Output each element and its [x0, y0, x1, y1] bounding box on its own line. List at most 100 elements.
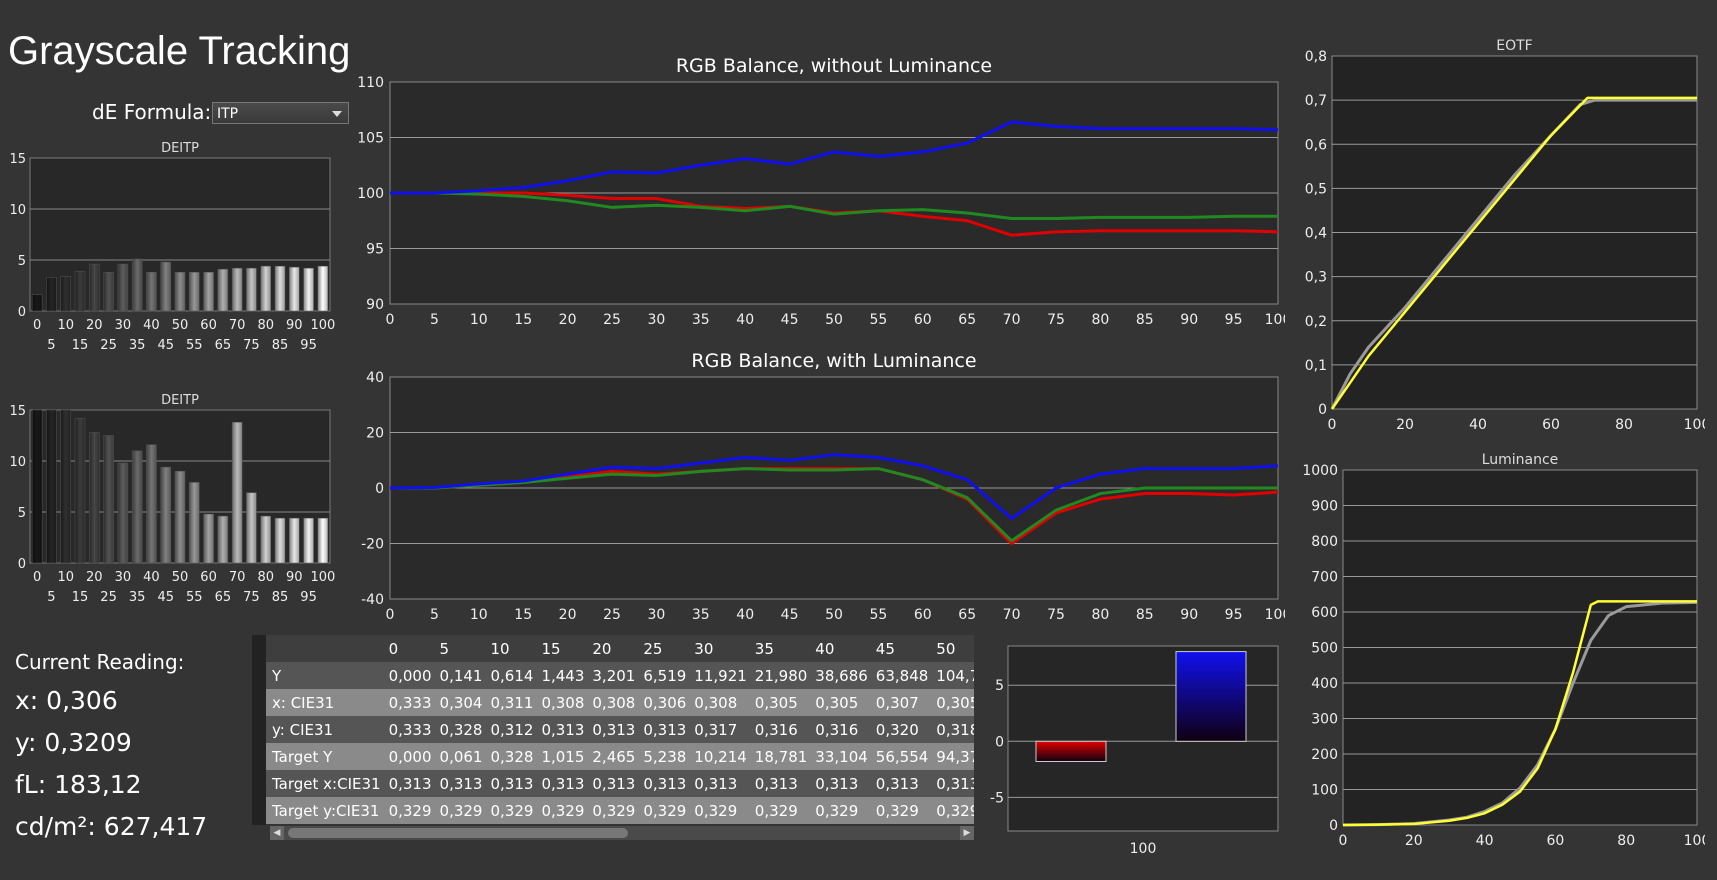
x-tick-label: 30: [647, 607, 665, 623]
table-cell: 0,320: [871, 716, 933, 743]
de-bar-45: [160, 466, 171, 564]
series-line-0: [1330, 98, 1697, 410]
chart-title: EOTF: [1496, 38, 1532, 54]
table-cell: 0,329: [384, 797, 436, 824]
luminance-chart: Luminance0100200300400500600700800900100…: [1302, 452, 1705, 849]
x-tick-label: 100: [310, 318, 335, 333]
y-tick-label: 700: [1311, 570, 1338, 586]
table-cell: 33,104: [811, 743, 872, 770]
scroll-right-icon[interactable]: ▶: [960, 826, 974, 840]
y-tick-label: 95: [366, 242, 384, 258]
x-tick-label: 30: [115, 318, 132, 333]
table-cell: 0,329: [811, 797, 872, 824]
scrollbar-thumb[interactable]: [288, 828, 628, 838]
table-cell: 0,305: [932, 689, 974, 716]
table-cell: Y: [252, 662, 385, 689]
x-tick-label: 55: [186, 338, 203, 353]
x-tick-label: 40: [143, 318, 160, 333]
x-tick-label: 65: [215, 590, 232, 605]
x-tick-label: 35: [129, 338, 146, 353]
de-bar-95: [303, 517, 314, 564]
table-cell: 0,000: [384, 662, 436, 689]
de-bar-65: [217, 515, 229, 564]
x-tick-label: 65: [958, 607, 976, 623]
x-tick-label: 75: [243, 590, 260, 605]
rgb-balance-with-luminance-chart: RGB Balance, with Luminance -40 -20 0 20 40 0 5…: [361, 350, 1285, 623]
x-tick-label: 0: [33, 318, 41, 333]
y-tick-label: 600: [1311, 605, 1338, 621]
de-bar-15: [74, 270, 86, 312]
table-cell: 0,333: [384, 716, 436, 743]
x-tick-label: 15: [72, 338, 89, 353]
de-bar-20: [89, 263, 100, 312]
x-tick-label: 65: [215, 338, 232, 353]
reading-fl: fL: 183,12: [15, 770, 142, 799]
table-horizontal-scrollbar[interactable]: ◀ ▶: [270, 826, 974, 840]
rgb-bar-0: [1035, 740, 1107, 762]
de-bar-70: [231, 267, 243, 312]
y-tick-label: 5: [18, 254, 26, 269]
x-tick-label: 90: [286, 570, 303, 585]
table-cell: 0,313: [690, 770, 751, 797]
de-bar-55: [189, 271, 200, 312]
chevron-down-icon[interactable]: [332, 111, 342, 117]
de-bar-40: [146, 271, 157, 312]
x-tick-label: 50: [825, 607, 843, 623]
series-line-2: [390, 120, 1279, 195]
de-bar-80: [260, 265, 271, 312]
x-tick-label: 30: [115, 570, 132, 585]
table-cell: 15: [537, 635, 589, 662]
table-cell: 0,313: [537, 770, 589, 797]
table-cell: 0,313: [435, 770, 487, 797]
y-tick-label: 0: [375, 481, 384, 497]
y-tick-label: 0,3: [1305, 270, 1327, 286]
de-bar-30: [117, 263, 129, 312]
y-tick-label: 0,5: [1305, 181, 1327, 197]
de-bar-60: [203, 513, 214, 564]
y-tick-label: 0: [1329, 818, 1338, 834]
table-cell: 0: [384, 635, 436, 662]
table-cell: 0,313: [588, 770, 640, 797]
y-tick-label: 0: [18, 557, 26, 572]
x-tick-label: 15: [72, 590, 89, 605]
readings-table[interactable]: 0 5 10 15 20 25 30 35 40 45 50 Y 0,000 0,141 0,614 1,44…: [252, 635, 974, 825]
x-tick-label: 90: [1180, 607, 1198, 623]
de-formula-select[interactable]: ITP: [212, 102, 349, 124]
x-tick-label: 60: [200, 570, 217, 585]
table-cell: 20: [588, 635, 640, 662]
x-tick-label: 0: [386, 312, 395, 328]
de-bar-5: [46, 409, 57, 564]
x-tick-label: 80: [1617, 833, 1635, 849]
table-cell: 0,313: [871, 770, 933, 797]
x-tick-label: 100: [1265, 607, 1285, 623]
y-tick-label: 500: [1311, 641, 1338, 657]
table-cell: 0,316: [811, 716, 872, 743]
x-tick-label: 60: [200, 318, 217, 333]
table-cell: 0,307: [871, 689, 933, 716]
scroll-left-icon[interactable]: ◀: [270, 826, 284, 840]
table-cell: 0,313: [639, 716, 691, 743]
x-tick-label: 40: [736, 312, 754, 328]
de-bar-35: [131, 258, 143, 312]
table-cell: 0,313: [639, 770, 691, 797]
x-tick-label: 5: [47, 590, 55, 605]
x-tick-label: 10: [57, 318, 74, 333]
x-tick-label: 35: [692, 607, 710, 623]
x-tick-label: 50: [172, 318, 189, 333]
table-row: Target x:CIE31 0,313 0,313 0,313 0,313 0,313 0…: [252, 770, 974, 797]
x-tick-label: 70: [1003, 607, 1021, 623]
table-cell: x: CIE31: [252, 689, 385, 716]
de-bar-20: [89, 432, 100, 564]
table-row: Y 0,000 0,141 0,614 1,443 3,201 6,519 11,921 21,…: [252, 662, 974, 689]
table-cell: 0,312: [486, 716, 538, 743]
x-tick-label: 40: [143, 570, 160, 585]
x-tick-label: 85: [272, 590, 289, 605]
table-cell: 0,313: [932, 770, 974, 797]
de-bar-65: [217, 268, 229, 312]
y-tick-label: 100: [357, 186, 384, 202]
x-tick-label: 100: [1130, 841, 1157, 855]
table-cell: 0,329: [871, 797, 933, 824]
de-formula-value: ITP: [217, 106, 239, 122]
